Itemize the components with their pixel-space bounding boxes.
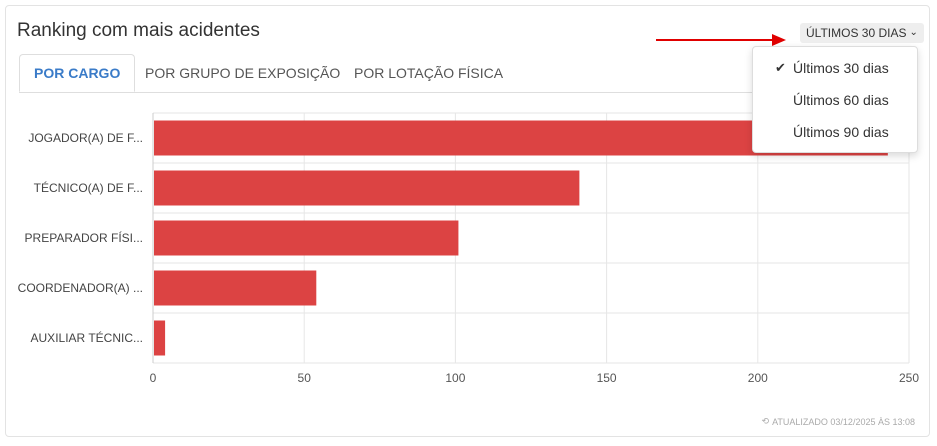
last-updated: ⟲ ATUALIZADO 03/12/2025 ÀS 13:08 (762, 416, 915, 427)
category-label: JOGADOR(A) DE F... (28, 131, 143, 145)
dropdown-item-90-dias[interactable]: Últimos 90 dias (793, 124, 889, 140)
last-updated-text: ATUALIZADO 03/12/2025 ÀS 13:08 (772, 416, 915, 427)
bar (154, 320, 166, 356)
bar (154, 220, 459, 256)
chevron-down-icon: ⌄ (909, 27, 918, 38)
x-tick-label: 100 (445, 371, 465, 385)
annotation-arrow-line (656, 39, 776, 41)
annotation-arrow-icon (772, 34, 786, 46)
tab-por-cargo[interactable]: POR CARGO (19, 54, 136, 92)
dropdown-item-30-dias[interactable]: ✔ Últimos 30 dias (753, 52, 917, 84)
x-tick-label: 50 (298, 371, 312, 385)
x-tick-label: 150 (597, 371, 617, 385)
x-tick-label: 250 (899, 371, 919, 385)
tab-bar: POR CARGO POR GRUPO DE EXPOSIÇÃO POR LOT… (19, 54, 916, 93)
category-label: PREPARADOR FÍSI... (25, 230, 143, 245)
bar-chart: 0 50 100 150 200 250 JOGADOR(A) DE F... TÉCNICO… (18, 112, 919, 385)
period-select-button[interactable]: ÚLTIMOS 30 DIAS ⌄ (800, 23, 924, 43)
history-icon: ⟲ (761, 416, 770, 426)
bar (154, 270, 317, 306)
ranking-card: Ranking com mais acidentes POR CARGO POR… (5, 5, 930, 437)
x-tick-label: 200 (748, 371, 768, 385)
category-label: COORDENADOR(A) ... (18, 281, 143, 295)
category-label: AUXILIAR TÉCNIC... (31, 330, 143, 345)
dropdown-item-60-dias[interactable]: Últimos 60 dias (793, 92, 889, 108)
x-tick-label: 0 (150, 371, 157, 385)
category-label: TÉCNICO(A) DE F... (34, 180, 143, 195)
tab-por-lotacao-fisica[interactable]: POR LOTAÇÃO FÍSICA (354, 65, 504, 81)
card-title: Ranking com mais acidentes (17, 20, 260, 41)
check-icon: ✔ (775, 60, 786, 75)
tab-por-grupo-exposicao[interactable]: POR GRUPO DE EXPOSIÇÃO (145, 65, 341, 81)
bar (154, 170, 580, 206)
period-select-label: ÚLTIMOS 30 DIAS (806, 26, 907, 40)
period-dropdown-menu: ✔ Últimos 30 dias Últimos 60 dias Último… (752, 46, 918, 153)
